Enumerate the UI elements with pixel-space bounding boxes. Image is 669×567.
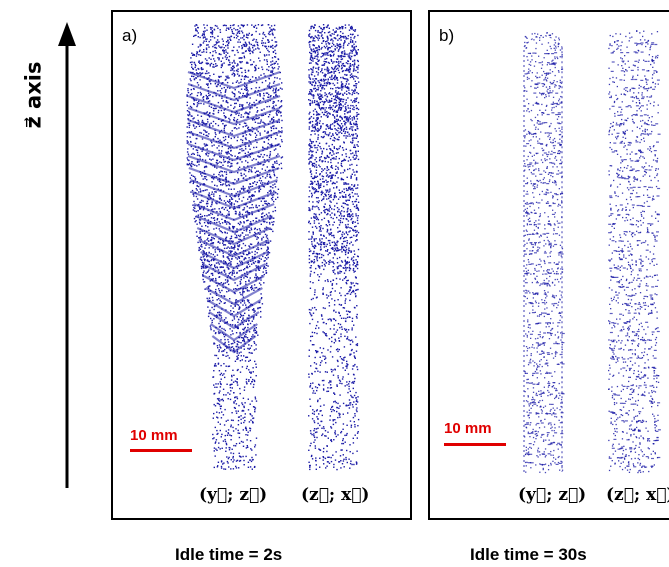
caption-b: Idle time = 30s	[470, 545, 587, 564]
scale-bar	[444, 443, 506, 446]
point-cloud-image-b	[523, 30, 661, 474]
projection-label-yz: (y⃗; z⃗)	[518, 485, 587, 505]
projection-label-zx: (z⃗; x⃗)	[606, 485, 669, 505]
up-arrow-icon	[58, 22, 76, 488]
panel-a: a) 10 mm (y⃗; z⃗) (z⃗; x⃗)	[111, 10, 412, 520]
panel-b: b) 10 mm (y⃗; z⃗) (z⃗; x⃗)	[428, 10, 669, 520]
projection-label-zx: (z⃗; x⃗)	[301, 485, 370, 505]
projection-label-yz: (y⃗; z⃗)	[199, 485, 268, 505]
panel-letter: a)	[122, 26, 138, 45]
panel-letter: b)	[439, 26, 455, 45]
scale-bar-label: 10 mm	[444, 420, 492, 437]
scale-bar-label: 10 mm	[130, 427, 178, 444]
caption-a: Idle time = 2s	[175, 545, 283, 564]
scale-bar	[130, 449, 192, 452]
point-cloud-image-a	[186, 24, 360, 471]
z-axis-label: z⃗ axis	[21, 61, 46, 129]
